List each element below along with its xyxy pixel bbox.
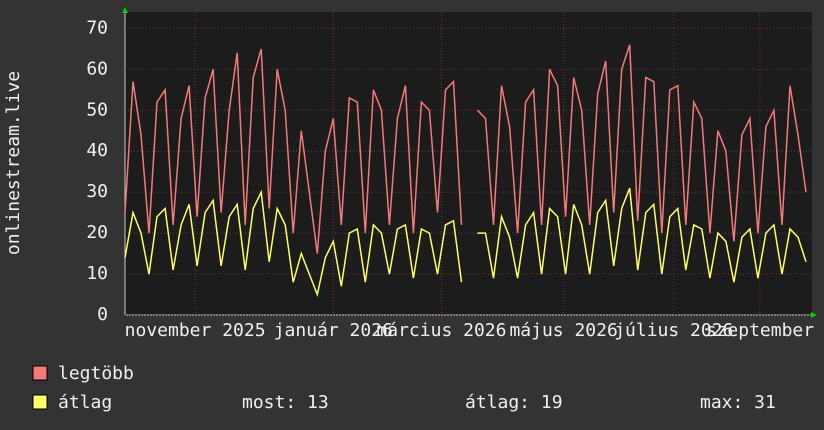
y-tick-label: 30	[86, 181, 108, 202]
legend-swatch	[32, 394, 48, 410]
series-line	[124, 187, 807, 298]
y-tick-label: 50	[86, 99, 108, 120]
plot-area	[125, 12, 812, 315]
x-tick-label: július 2026	[614, 320, 733, 341]
y-tick-label: 70	[86, 17, 108, 38]
y-tick-label: 10	[86, 263, 108, 284]
y-tick-label: 40	[86, 140, 108, 161]
stat-label: max: 31	[700, 392, 776, 413]
x-tick-label: november 2025	[125, 320, 266, 341]
series-line	[124, 44, 807, 254]
x-tick-label: január 2026	[274, 320, 393, 341]
y-tick-label: 60	[86, 58, 108, 79]
y-tick-label: 20	[86, 222, 108, 243]
x-tick-label: március 2026	[376, 320, 506, 341]
y-axis-label: onlinestream.live	[3, 71, 24, 255]
legend-label: átlag	[58, 392, 112, 413]
stat-label: most: 13	[242, 392, 329, 413]
legend-label: legtöbb	[58, 363, 134, 384]
stat-label: átlag: 19	[465, 392, 563, 413]
x-tick-label: május 2026	[509, 320, 617, 341]
legend-swatch	[32, 365, 48, 381]
x-tick-label: szeptember	[706, 320, 815, 341]
y-tick-label: 0	[97, 304, 108, 325]
axis-arrow	[122, 7, 128, 13]
axis-arrow	[811, 312, 817, 318]
